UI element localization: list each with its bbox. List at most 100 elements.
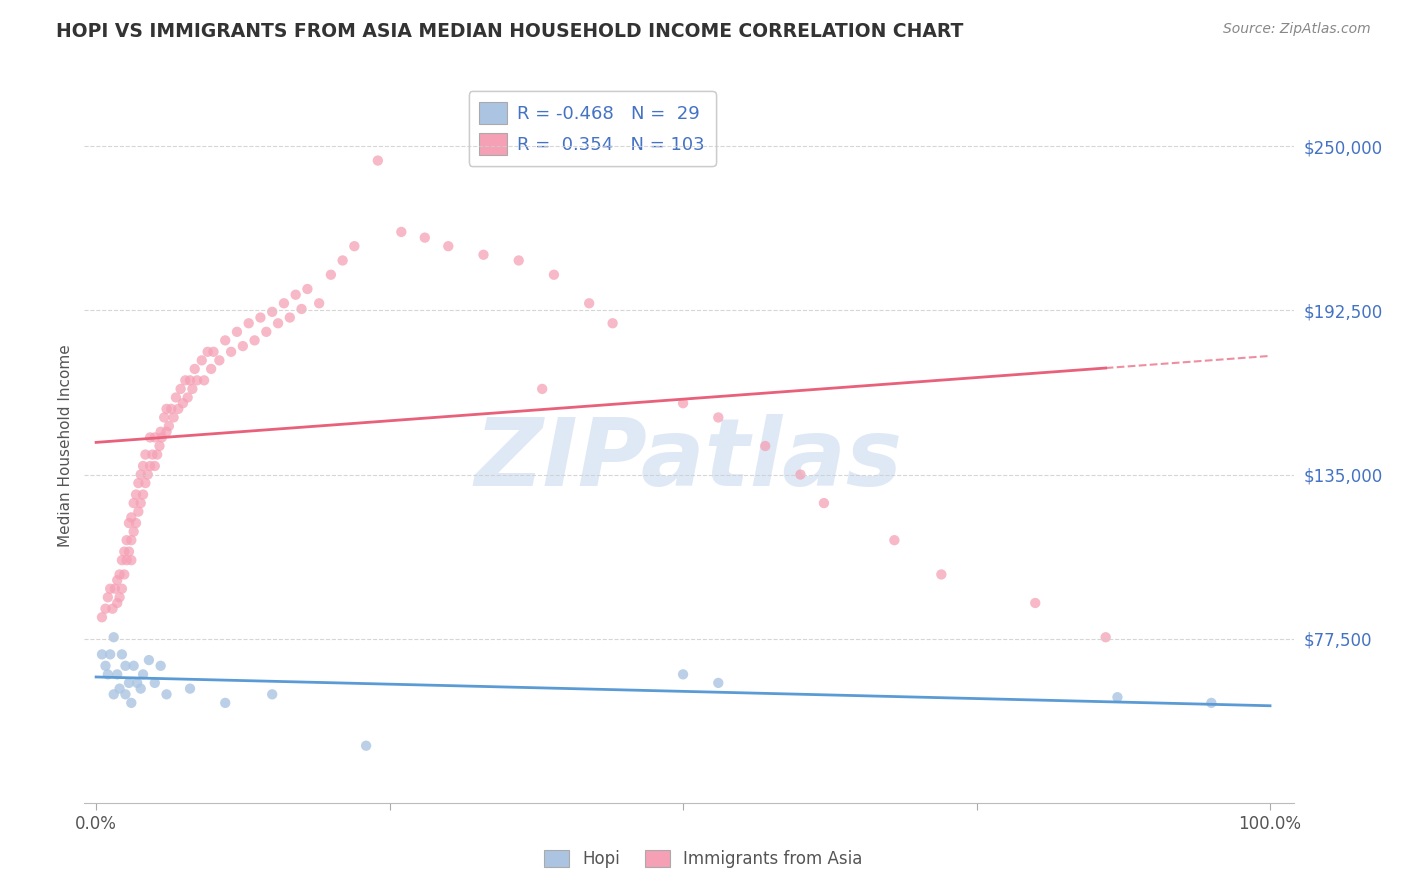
Point (120, 533, 142, 548)
Point (165, 391, 187, 405)
Point (413, 230, 436, 244)
Point (883, 533, 905, 548)
Point (139, 430, 162, 444)
Point (508, 253, 530, 268)
Point (129, 681, 152, 696)
Point (120, 553, 142, 567)
Point (543, 268, 565, 282)
Point (214, 334, 236, 348)
Point (308, 296, 330, 310)
Point (97, 591, 120, 605)
Point (98, 582, 121, 596)
Point (202, 344, 225, 359)
Text: Source: ZipAtlas.com: Source: ZipAtlas.com (1223, 22, 1371, 37)
Point (122, 658, 145, 673)
Point (254, 325, 277, 339)
Point (179, 373, 201, 387)
Point (118, 544, 141, 558)
Point (208, 353, 231, 368)
Legend: Hopi, Immigrants from Asia: Hopi, Immigrants from Asia (537, 843, 869, 875)
Point (114, 687, 136, 701)
Point (167, 401, 190, 416)
Point (103, 630, 125, 644)
Point (297, 282, 319, 296)
Point (672, 667, 695, 681)
Point (160, 401, 183, 416)
Point (155, 687, 177, 701)
Point (148, 439, 170, 453)
Point (146, 448, 169, 462)
Point (176, 391, 198, 405)
Point (91, 610, 114, 624)
Point (108, 567, 131, 582)
Point (122, 496, 145, 510)
Point (472, 248, 495, 262)
Point (1201, 696, 1223, 710)
Point (105, 573, 128, 587)
Point (94, 601, 117, 615)
Point (284, 287, 307, 301)
Point (114, 658, 136, 673)
Point (243, 334, 266, 348)
Point (157, 419, 180, 434)
Point (101, 601, 124, 615)
Point (174, 373, 197, 387)
Point (1024, 596, 1046, 610)
Point (134, 476, 156, 491)
Point (267, 316, 290, 330)
Point (238, 316, 260, 330)
Point (127, 505, 149, 519)
Text: HOPI VS IMMIGRANTS FROM ASIA MEDIAN HOUSEHOLD INCOME CORRELATION CHART: HOPI VS IMMIGRANTS FROM ASIA MEDIAN HOUS… (56, 22, 963, 41)
Text: ZIPatlas: ZIPatlas (475, 414, 903, 507)
Point (97, 667, 120, 681)
Point (136, 467, 159, 482)
Point (200, 362, 222, 376)
Point (172, 396, 194, 410)
Point (249, 310, 271, 325)
Point (931, 567, 953, 582)
Point (111, 648, 134, 662)
Point (389, 225, 412, 239)
Point (262, 305, 284, 319)
Point (108, 591, 131, 605)
Point (91, 648, 114, 662)
Point (134, 448, 156, 462)
Point (132, 458, 155, 473)
Point (332, 253, 354, 268)
Point (112, 544, 135, 558)
Point (139, 458, 162, 473)
Point (132, 487, 155, 501)
Point (103, 687, 125, 701)
Point (232, 339, 254, 353)
Point (190, 353, 212, 368)
Point (150, 430, 173, 444)
Point (437, 239, 460, 253)
Point (118, 676, 141, 690)
Point (138, 653, 160, 667)
Point (111, 582, 134, 596)
Point (1094, 630, 1116, 644)
Point (214, 696, 236, 710)
Point (125, 487, 148, 501)
Point (129, 467, 152, 482)
Point (707, 676, 730, 690)
Point (122, 524, 145, 539)
Point (141, 448, 163, 462)
Point (672, 396, 695, 410)
Point (169, 382, 191, 396)
Point (531, 382, 554, 396)
Point (155, 401, 177, 416)
Point (578, 296, 600, 310)
Point (118, 516, 141, 530)
Point (143, 430, 166, 444)
Point (162, 410, 184, 425)
Point (754, 439, 776, 453)
Point (132, 667, 155, 681)
Point (149, 658, 172, 673)
Legend: R = -0.468   N =  29, R =  0.354   N = 103: R = -0.468 N = 29, R = 0.354 N = 103 (468, 91, 716, 166)
Point (115, 533, 138, 548)
Point (153, 410, 176, 425)
Y-axis label: Median Household Income: Median Household Income (58, 344, 73, 548)
Point (181, 382, 204, 396)
Point (354, 739, 377, 753)
